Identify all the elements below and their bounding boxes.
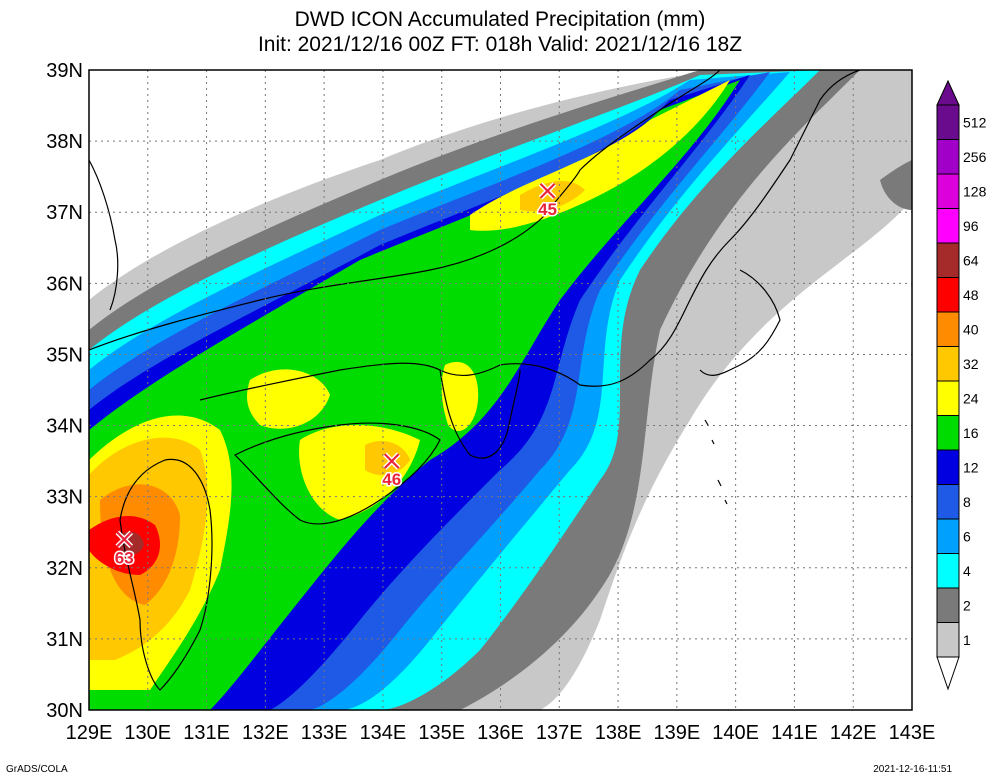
longitude-labels: 129E 130E 131E 132E 133E 134E 135E 136E 137E 138E… <box>66 722 936 744</box>
colorbar-swatch <box>936 484 960 520</box>
latitude-labels: 39N 38N 37N 36N 35N 34N 33N 32N 31N 30N <box>46 60 83 722</box>
lon-tick-label: 129E <box>66 722 113 744</box>
grid-lines <box>89 70 912 710</box>
lat-tick-label: 33N <box>46 487 83 509</box>
colorbar-swatch <box>936 311 960 347</box>
colorbar-swatch <box>936 518 960 554</box>
colorbar-level-label: 48 <box>963 287 979 303</box>
lon-tick-label: 137E <box>536 722 583 744</box>
colorbar-level-label: 256 <box>963 149 987 165</box>
colorbar-swatch <box>936 208 960 244</box>
lon-tick-label: 134E <box>360 722 407 744</box>
marker-value: 63 <box>115 548 134 567</box>
marker-cross <box>116 531 133 548</box>
lat-tick-label: 36N <box>46 273 83 295</box>
colorbar-level-label: 2 <box>963 598 971 614</box>
precip-band-16mm <box>89 80 740 710</box>
lon-tick-label: 142E <box>830 722 877 744</box>
colorbar-level-label: 128 <box>963 184 987 200</box>
colorbar-swatch <box>936 415 960 451</box>
colorbar-level-label: 1 <box>963 632 971 648</box>
colorbar-swatch <box>936 346 960 382</box>
colorbar-swatch <box>936 449 960 485</box>
lat-tick-label: 31N <box>46 629 83 651</box>
colorbar-level-label: 32 <box>963 356 979 372</box>
marker-cross <box>383 453 400 469</box>
max-markers: 63 46 45 <box>113 182 558 569</box>
honshu-coast <box>89 70 861 401</box>
shikoku-coast <box>233 422 441 525</box>
lon-tick-label: 132E <box>242 722 289 744</box>
lat-tick-label: 32N <box>46 558 83 580</box>
marker-value: 46 <box>382 470 401 489</box>
lat-tick-label: 35N <box>46 344 83 366</box>
colorbar-swatch <box>936 173 960 209</box>
lon-tick-label: 139E <box>653 722 700 744</box>
max-marker-noto-max: 45 <box>537 182 558 220</box>
colorbar-bottom-arrow <box>936 656 960 691</box>
colorbar-swatch <box>936 380 960 416</box>
lon-tick-label: 135E <box>418 722 465 744</box>
lon-tick-label: 141E <box>771 722 818 744</box>
precipitation-field <box>89 70 912 710</box>
colorbar-swatch <box>936 622 960 658</box>
colorbar-swatch <box>936 587 960 623</box>
colorbar-level-label: 4 <box>963 563 971 579</box>
kii-peninsula-coast <box>439 369 521 459</box>
lon-tick-label: 140E <box>712 722 759 744</box>
coastlines <box>89 70 861 691</box>
lat-tick-label: 39N <box>46 60 83 82</box>
colorbar-level-label: 8 <box>963 494 971 510</box>
korea-coast <box>89 159 119 311</box>
lat-tick-label: 34N <box>46 416 83 438</box>
colorbar-level-label: 6 <box>963 529 971 545</box>
map-frame <box>88 69 913 711</box>
max-marker-shikoku-max: 46 <box>381 452 403 491</box>
colorbar-level-label: 12 <box>963 460 979 476</box>
marker-value: 45 <box>538 200 557 219</box>
lon-tick-label: 138E <box>595 722 642 744</box>
colorbar-level-label: 16 <box>963 425 979 441</box>
izu-islands <box>704 419 728 505</box>
lat-tick-label: 37N <box>46 202 83 224</box>
footer-credit: GrADS/COLA <box>6 764 68 775</box>
kyushu-coast <box>119 458 213 691</box>
marker-cross <box>539 183 556 199</box>
lon-tick-label: 143E <box>889 722 936 744</box>
colorbar-swatch <box>936 139 960 175</box>
colorbar-level-label: 512 <box>963 115 987 131</box>
colorbar-level-label: 64 <box>963 253 979 269</box>
lon-tick-label: 133E <box>301 722 348 744</box>
pacific-coast-kanto <box>699 269 781 377</box>
precip-band-2mm-east <box>880 160 912 210</box>
colorbar-swatch <box>936 104 960 140</box>
lat-tick-label: 30N <box>46 700 83 722</box>
max-marker-kyushu-max: 63 <box>113 530 135 569</box>
chart-title: DWD ICON Accumulated Precipitation (mm) <box>294 8 706 31</box>
colorbar-top-arrow <box>936 79 960 106</box>
precip-band-24mm-kii <box>441 361 479 431</box>
colorbar-level-label: 96 <box>963 218 979 234</box>
lon-tick-label: 130E <box>124 722 171 744</box>
footer-timestamp: 2021-12-16-11:51 <box>873 764 952 775</box>
lat-tick-label: 38N <box>46 131 83 153</box>
colorbar-level-label: 40 <box>963 322 979 338</box>
colorbar-swatch <box>936 553 960 589</box>
colorbar-swatch <box>936 242 960 278</box>
colorbar-level-label: 24 <box>963 391 979 407</box>
chart-subtitle: Init: 2021/12/16 00Z FT: 018h Valid: 202… <box>257 33 743 56</box>
colorbar-swatch <box>936 277 960 313</box>
lon-tick-label: 131E <box>183 722 230 744</box>
lon-tick-label: 136E <box>477 722 524 744</box>
